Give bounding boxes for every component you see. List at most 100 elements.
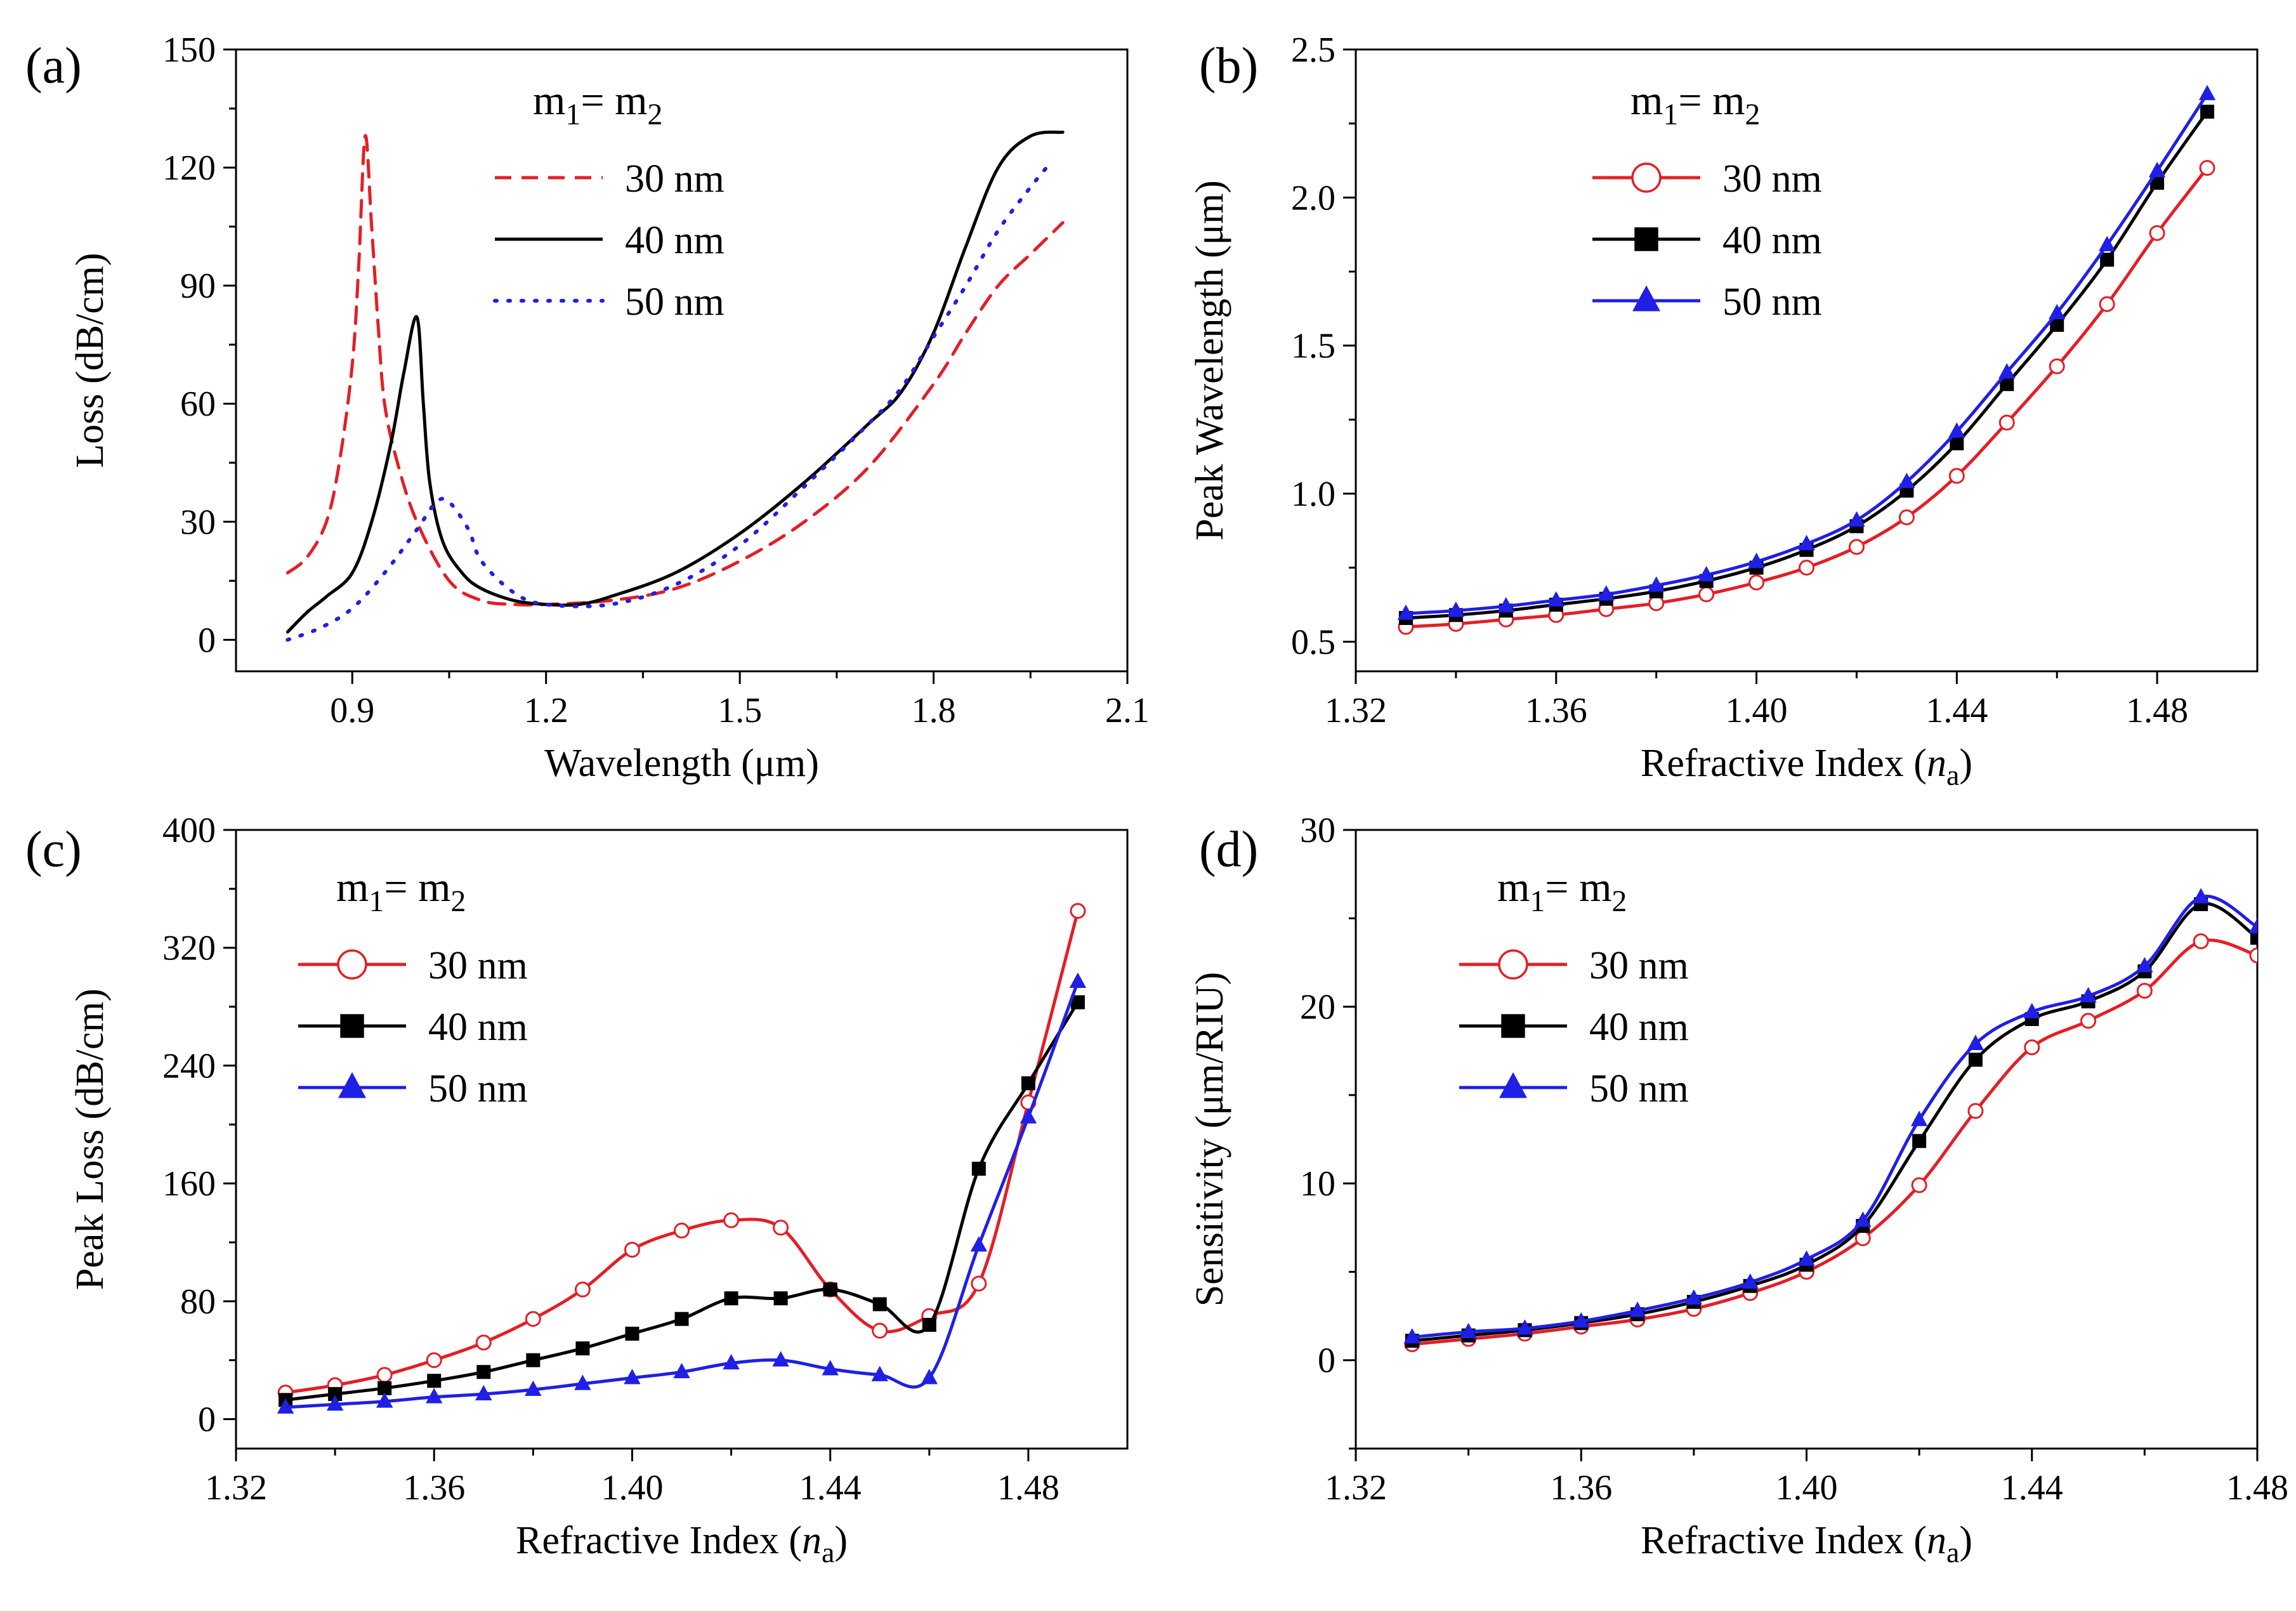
- series-line: [284, 980, 1080, 1409]
- data-point: [1516, 1319, 1533, 1335]
- series-40-nm: [279, 995, 1085, 1407]
- data-point: [1403, 1328, 1421, 1344]
- x-tick-label: 1.36: [403, 1468, 465, 1508]
- x-tick-label: 1.36: [1550, 1468, 1612, 1508]
- x-axis-label: Refractive Index (na): [1641, 1519, 1972, 1568]
- x-axis-label: Refractive Index (na): [516, 1519, 848, 1568]
- series-line: [284, 1001, 1080, 1402]
- x-tick-label: 1.40: [601, 1468, 663, 1508]
- legend-title: m1= m2: [1497, 864, 1627, 918]
- data-point: [328, 1387, 343, 1402]
- y-axis-label: Peak Loss (dB/cm): [69, 989, 112, 1290]
- data-point: [871, 1365, 888, 1381]
- legend: m1= m2 30 nm 40 nm 50 nm: [1459, 864, 1689, 1110]
- data-point: [1698, 586, 1715, 603]
- data-point: [2099, 296, 2115, 312]
- data-point: [2100, 253, 2115, 267]
- panel-label: (b): [1199, 38, 1258, 94]
- legend-marker: [1501, 1014, 1525, 1038]
- data-point: [1799, 560, 1814, 576]
- x-tick-label: 1.32: [1325, 1468, 1387, 1508]
- data-point: [1998, 414, 2015, 431]
- y-tick-label: 0: [198, 1400, 216, 1440]
- x-tick-label: 1.5: [718, 691, 762, 730]
- legend-marker: [1498, 949, 1528, 980]
- data-point: [624, 1242, 640, 1258]
- plot-frame: [1355, 48, 2259, 673]
- data-point: [1597, 585, 1615, 601]
- data-point: [2148, 162, 2166, 178]
- data-point: [1911, 1177, 1927, 1193]
- data-point: [1910, 1110, 1928, 1126]
- series-50-nm: [1397, 84, 2216, 620]
- data-point: [1698, 566, 1715, 582]
- legend-marker: [337, 949, 367, 980]
- data-point: [823, 1282, 837, 1297]
- y-tick-label: 320: [162, 929, 216, 968]
- data-point: [525, 1380, 542, 1397]
- data-point: [2250, 930, 2257, 945]
- data-point: [872, 1297, 887, 1312]
- legend-label: 50 nm: [625, 280, 725, 324]
- x-tick-label: 1.36: [1525, 691, 1587, 730]
- data-point: [1748, 574, 1765, 591]
- data-point: [724, 1291, 738, 1306]
- data-point: [971, 1161, 986, 1176]
- plot-frame: [235, 48, 1129, 673]
- data-point: [1967, 1103, 1984, 1119]
- data-point: [376, 1392, 393, 1408]
- data-point: [1948, 422, 1965, 438]
- data-point: [2024, 1039, 2040, 1056]
- data-point: [2200, 105, 2215, 119]
- legend-label: 40 nm: [428, 1006, 528, 1049]
- y-tick-label: 2.0: [1291, 178, 1335, 218]
- legend-label: 40 nm: [1589, 1006, 1689, 1049]
- x-axis-label: Wavelength (μm): [544, 742, 819, 785]
- y-tick-label: 160: [162, 1164, 216, 1204]
- data-point: [1629, 1301, 1646, 1317]
- series-line: [1410, 902, 2257, 1343]
- panel-label: (a): [25, 38, 82, 94]
- x-tick-label: 1.44: [1925, 691, 1988, 730]
- data-point: [1742, 1273, 1759, 1289]
- data-point: [1950, 436, 1964, 450]
- data-point: [2080, 1013, 2097, 1029]
- data-point: [2136, 957, 2153, 973]
- data-point: [772, 1351, 789, 1367]
- panel-label: (c): [25, 822, 82, 878]
- series-40-nm: [285, 130, 1065, 634]
- data-point: [1898, 473, 1915, 489]
- y-tick-label: 2.5: [1291, 30, 1335, 70]
- series-50-nm: [277, 972, 1087, 1414]
- data-point: [574, 1374, 591, 1390]
- y-tick-label: 20: [1300, 988, 1335, 1027]
- data-point: [476, 1365, 491, 1379]
- legend-entry: 40 nm: [298, 1006, 528, 1049]
- data-point: [376, 1367, 393, 1383]
- data-point: [1020, 1108, 1037, 1124]
- x-tick-label: 0.9: [330, 691, 374, 730]
- data-point: [2136, 983, 2153, 999]
- data-point: [1685, 1289, 1703, 1305]
- panel-b: 1.32 1.36 1.40 1.44 1.48 0.5 1.0 1.5 2.0 2.5 Refra…: [1188, 30, 2259, 791]
- data-point: [2193, 933, 2209, 949]
- data-point: [723, 1354, 740, 1370]
- data-point: [2149, 225, 2165, 241]
- legend-marker: [1634, 227, 1658, 251]
- legend-entry: 50 nm: [1592, 280, 1822, 324]
- y-tick-label: 1.0: [1291, 475, 1335, 514]
- legend-label: 40 nm: [1722, 219, 1822, 262]
- x-tick-label: 1.32: [1325, 691, 1387, 730]
- series-line: [1410, 895, 2257, 1339]
- data-point: [326, 1395, 344, 1411]
- legend-entry: 30 nm: [1459, 944, 1689, 987]
- series-line: [285, 134, 1065, 607]
- panel-c: 1.32 1.36 1.40 1.44 1.48 0 80 160 240 320 400 Refra…: [25, 811, 1129, 1568]
- legend-marker: [1632, 285, 1660, 312]
- legend-label: 30 nm: [1722, 157, 1822, 201]
- series-30-nm: [285, 134, 1065, 607]
- data-point: [426, 1388, 443, 1404]
- data-point: [2199, 160, 2215, 176]
- legend: m1= m2 30 nm 40 nm 50 nm: [298, 864, 528, 1110]
